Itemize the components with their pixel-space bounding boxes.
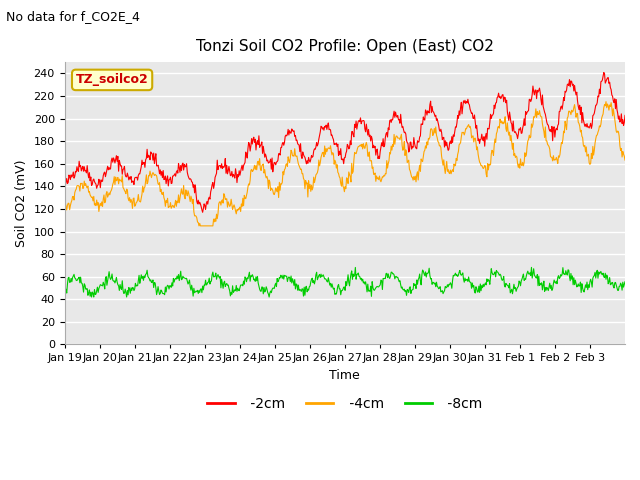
Title: Tonzi Soil CO2 Profile: Open (East) CO2: Tonzi Soil CO2 Profile: Open (East) CO2: [196, 39, 493, 54]
Text: No data for f_CO2E_4: No data for f_CO2E_4: [6, 10, 140, 23]
Y-axis label: Soil CO2 (mV): Soil CO2 (mV): [15, 159, 28, 247]
X-axis label: Time: Time: [330, 369, 360, 382]
Text: TZ_soilco2: TZ_soilco2: [76, 73, 148, 86]
Legend:  -2cm,  -4cm,  -8cm: -2cm, -4cm, -8cm: [202, 392, 488, 417]
